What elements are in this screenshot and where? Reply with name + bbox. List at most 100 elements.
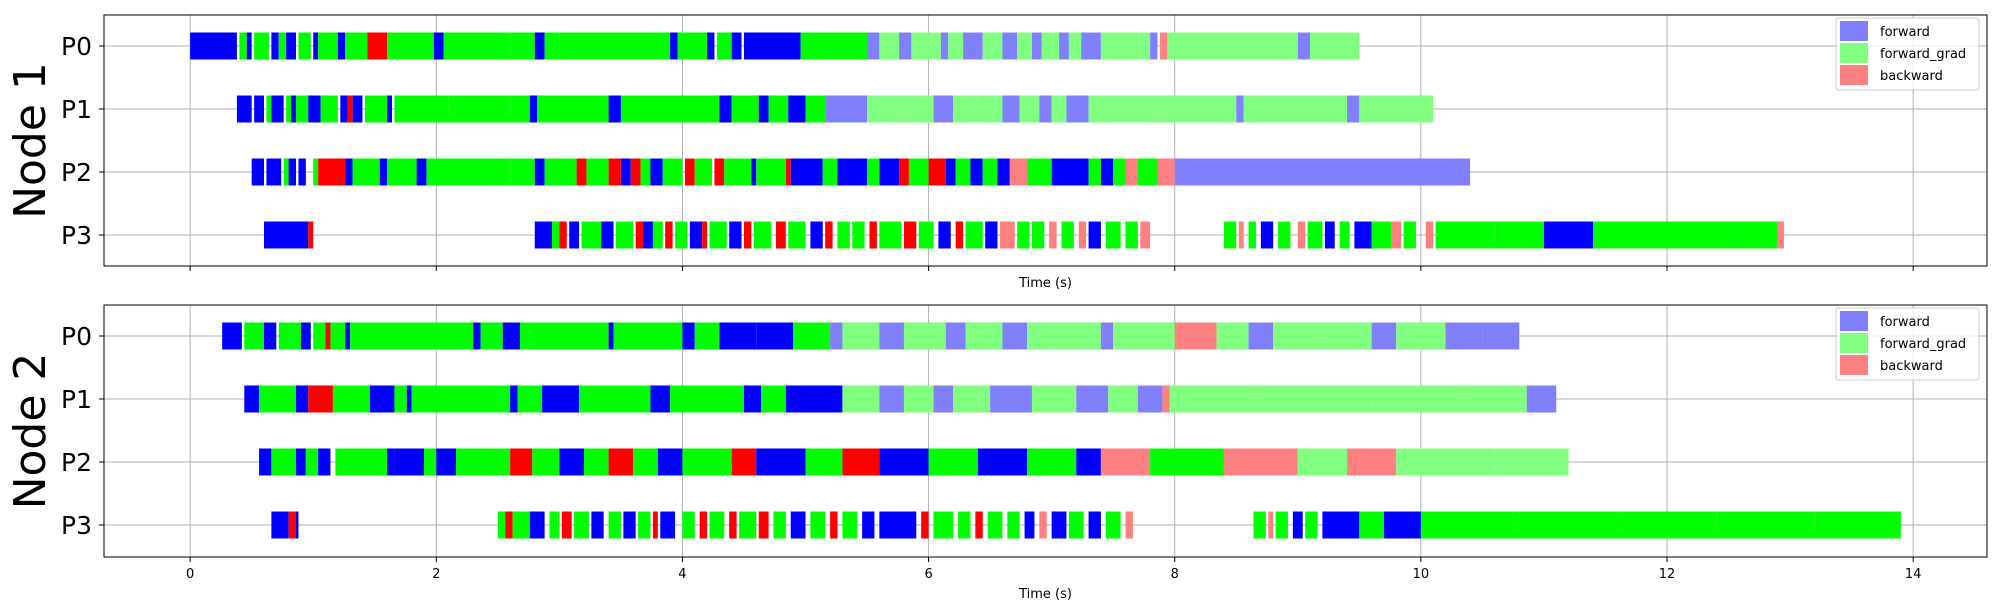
segment-p0-35 [1248,322,1274,350]
segment-p2-19 [620,158,631,186]
segment-p3-36 [1031,221,1045,249]
segment-p2-3 [305,448,319,476]
segment-p1-26 [1108,385,1138,413]
segment-p3-47 [1260,221,1274,249]
category-label-p2: P2 [61,158,92,187]
segment-p3-61 [1593,221,1668,249]
segment-p2-11 [510,448,533,476]
segment-p3-46 [1305,511,1318,539]
segment-p3-8 [561,511,572,539]
segment-p3-20 [775,221,786,249]
segment-p3-48 [1278,221,1291,249]
segment-p3-4 [505,511,513,539]
segment-p3-14 [652,511,658,539]
segment-p3-2 [295,511,299,539]
segment-p3-5 [569,221,580,249]
segment-p3-16 [709,221,727,249]
segment-p0-32 [1113,322,1175,350]
segment-p0-9 [350,322,474,350]
segment-p3-38 [1068,511,1084,539]
segment-p0-36 [1017,32,1032,60]
segment-p0-1 [239,32,247,60]
segment-p1-18 [842,385,880,413]
segment-p1-33 [1526,385,1557,413]
segment-p3-0 [271,511,289,539]
segment-p1-2 [266,95,272,123]
segment-p1-0 [244,385,260,413]
segment-p1-32 [1470,385,1527,413]
segment-p1-16 [510,95,530,123]
segment-p0-40 [1445,322,1483,350]
segment-p2-2 [295,448,306,476]
segment-p0-27 [867,32,880,60]
segment-p0-33 [1174,322,1217,350]
segment-p1-20 [903,385,934,413]
segment-p0-23 [716,32,732,60]
segment-p0-22 [707,32,715,60]
segment-p3-22 [773,511,786,539]
segment-p2-34 [867,158,880,186]
segment-p0-3 [278,322,301,350]
segment-p1-3 [308,385,333,413]
segment-p3-29 [918,221,934,249]
segment-p1-44 [1359,95,1434,123]
segment-p1-30 [1248,385,1372,413]
segment-p2-20 [630,158,641,186]
segment-p2-19 [731,448,757,476]
segment-p2-53 [1174,158,1471,186]
segment-p2-40 [955,158,971,186]
segment-p2-33 [837,158,868,186]
segment-p2-35 [1494,448,1569,476]
segment-p3-32 [975,511,983,539]
segment-p3-43 [1140,221,1151,249]
segment-p2-16 [576,158,587,186]
legend-swatch-forward [1840,311,1868,331]
segment-p1-10 [517,385,543,413]
segment-p3-53 [1716,511,1815,539]
segment-p2-14 [534,158,545,186]
segment-p2-1 [266,158,282,186]
segment-p3-51 [1519,511,1618,539]
segment-p0-35 [1002,32,1018,60]
segment-p0-4 [300,322,311,350]
segment-p3-35 [1017,221,1030,249]
category-label-p3: P3 [61,221,92,250]
legend: forward forward_grad backward [1835,17,1980,91]
segment-p2-41 [970,158,983,186]
segment-p0-13 [387,32,434,60]
segment-p2-37 [908,158,929,186]
segment-p2-24 [684,158,695,186]
segment-p1-9 [340,95,348,123]
segment-p3-10 [591,511,604,539]
segment-p1-0 [236,95,252,123]
segment-p3-4 [559,221,567,249]
segment-p2-0 [259,448,272,476]
segment-p1-23 [758,95,769,123]
segment-p0-5 [313,322,326,350]
segment-p2-39 [945,158,956,186]
segment-p2-17 [586,158,609,186]
segment-p1-2 [295,385,309,413]
segment-p3-62 [1667,221,1729,249]
y-axis-label: Node 2 [5,353,56,510]
segment-p3-25 [830,511,838,539]
series-p3 [271,511,1901,539]
segment-p2-12 [426,158,511,186]
segment-p0-10 [337,32,346,60]
legend-swatch-backward [1840,355,1868,375]
segment-p3-27 [879,221,902,249]
segment-p1-16 [761,385,786,413]
segment-p0-45 [1167,32,1224,60]
segment-p0-41 [1081,32,1101,60]
segment-p3-30 [938,221,951,249]
segment-p1-36 [1051,95,1067,123]
segment-p0-8 [345,322,351,350]
segment-p1-31 [953,95,978,123]
segment-p1-28 [1162,385,1170,413]
segment-p0-17 [534,32,545,60]
series-p0 [222,322,1520,350]
segment-p3-33 [987,511,1003,539]
series-p3 [263,221,1784,249]
segment-p1-35 [1039,95,1052,123]
